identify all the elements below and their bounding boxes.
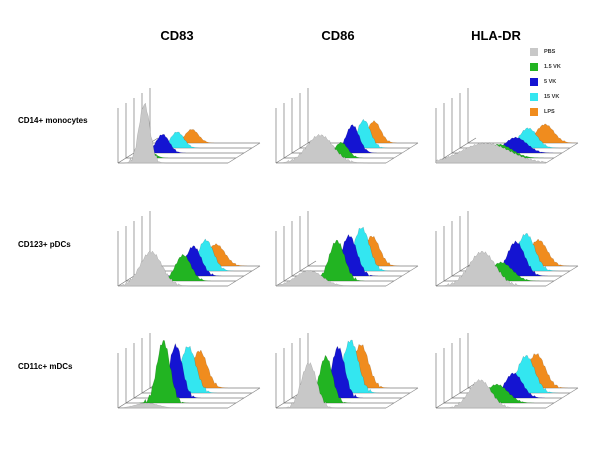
panel-cd83-cd11c-mdcs-series-pbs (117, 402, 228, 409)
panel-hla-dr-cd11c-mdcs-axis-depth (435, 382, 477, 409)
panel-cd83-cd123-pdcs-series-pbs (117, 250, 228, 287)
panel-cd86-cd11c-mdcs-axis-right-depth (385, 387, 419, 409)
panel-hla-dr-cd123-pdcs-axis-depth (435, 260, 477, 287)
panel-hla-dr-cd123-pdcs-axis-right-depth (545, 265, 579, 287)
legend-swatch-lps (530, 107, 538, 116)
panel-cd86-cd14-monocytes-series-pbs (275, 133, 386, 164)
panel-cd86-cd14-monocytes-axis-right-depth (385, 142, 419, 164)
legend-swatch-5-vk (530, 77, 538, 86)
legend-label-15-vk: 15 VK (544, 93, 560, 100)
legend-item-15-vk: 15 VK (530, 89, 561, 104)
panel-hla-dr-cd14-monocytes (435, 88, 579, 164)
panel-cd83-cd11c-mdcs-series-1-5-vk (126, 340, 236, 404)
panel-hla-dr-cd11c-mdcs-axis-right-depth (545, 387, 579, 409)
panel-cd83-cd123-pdcs (117, 211, 261, 287)
legend-item-1-5-vk: 1.5 VK (530, 59, 561, 74)
panel-hla-dr-cd11c-mdcs (435, 333, 579, 409)
row-label-cd123-pdcs: CD123+ pDCs (18, 240, 71, 249)
panel-cd86-cd123-pdcs (275, 211, 419, 287)
column-header-cd83: CD83 (160, 28, 194, 43)
legend-label-1-5-vk: 1.5 VK (544, 63, 561, 70)
legend-item-pbs: PBS (530, 44, 561, 59)
panel-cd83-cd14-monocytes-series-pbs (118, 102, 228, 164)
legend-label-lps: LPS (544, 108, 555, 115)
panel-cd86-cd123-pdcs-series-pbs (275, 269, 386, 287)
row-label-cd11c-mdcs: CD11c+ mDCs (18, 362, 73, 371)
panel-cd86-cd11c-mdcs (275, 333, 419, 409)
panel-hla-dr-cd14-monocytes-series-pbs (435, 142, 547, 164)
legend-label-pbs: PBS (544, 48, 556, 55)
legend-item-lps: LPS (530, 104, 561, 119)
panel-cd83-cd11c-mdcs (117, 333, 261, 409)
legend: PBS 1.5 VK 5 VK 15 VK LPS (530, 44, 561, 119)
legend-swatch-15-vk (530, 92, 538, 101)
row-label-cd14-monocytes: CD14+ monocytes (18, 116, 88, 125)
panel-cd83-cd14-monocytes-axis-right-depth (227, 142, 261, 164)
panel-hla-dr-cd123-pdcs-series-pbs (435, 251, 546, 287)
legend-label-5-vk: 5 VK (544, 78, 557, 85)
panel-hla-dr-cd11c-mdcs-series-pbs (436, 379, 546, 409)
panel-cd86-cd14-monocytes (275, 88, 419, 164)
panel-hla-dr-cd123-pdcs (435, 211, 579, 287)
column-header-hla-dr: HLA-DR (471, 28, 521, 43)
panel-cd86-cd14-monocytes-axis-depth (275, 137, 317, 164)
panel-cd83-cd11c-mdcs-axis-right-depth (227, 387, 261, 409)
panel-hla-dr-cd14-monocytes-axis-right-depth (545, 142, 579, 164)
panel-cd86-cd123-pdcs-axis-depth (275, 260, 317, 287)
panel-cd86-cd11c-mdcs-series-pbs (276, 362, 386, 409)
column-header-cd86: CD86 (321, 28, 355, 43)
panel-hla-dr-cd14-monocytes-axis-depth (435, 137, 477, 164)
legend-swatch-pbs (530, 47, 538, 56)
legend-swatch-1-5-vk (530, 62, 538, 71)
panel-cd83-cd14-monocytes (117, 88, 261, 164)
panel-cd83-cd123-pdcs-axis-right-depth (227, 265, 261, 287)
panel-cd86-cd123-pdcs-axis-right-depth (385, 265, 419, 287)
legend-item-5-vk: 5 VK (530, 74, 561, 89)
panel-cd83-cd11c-mdcs-axis-depth (117, 382, 159, 409)
